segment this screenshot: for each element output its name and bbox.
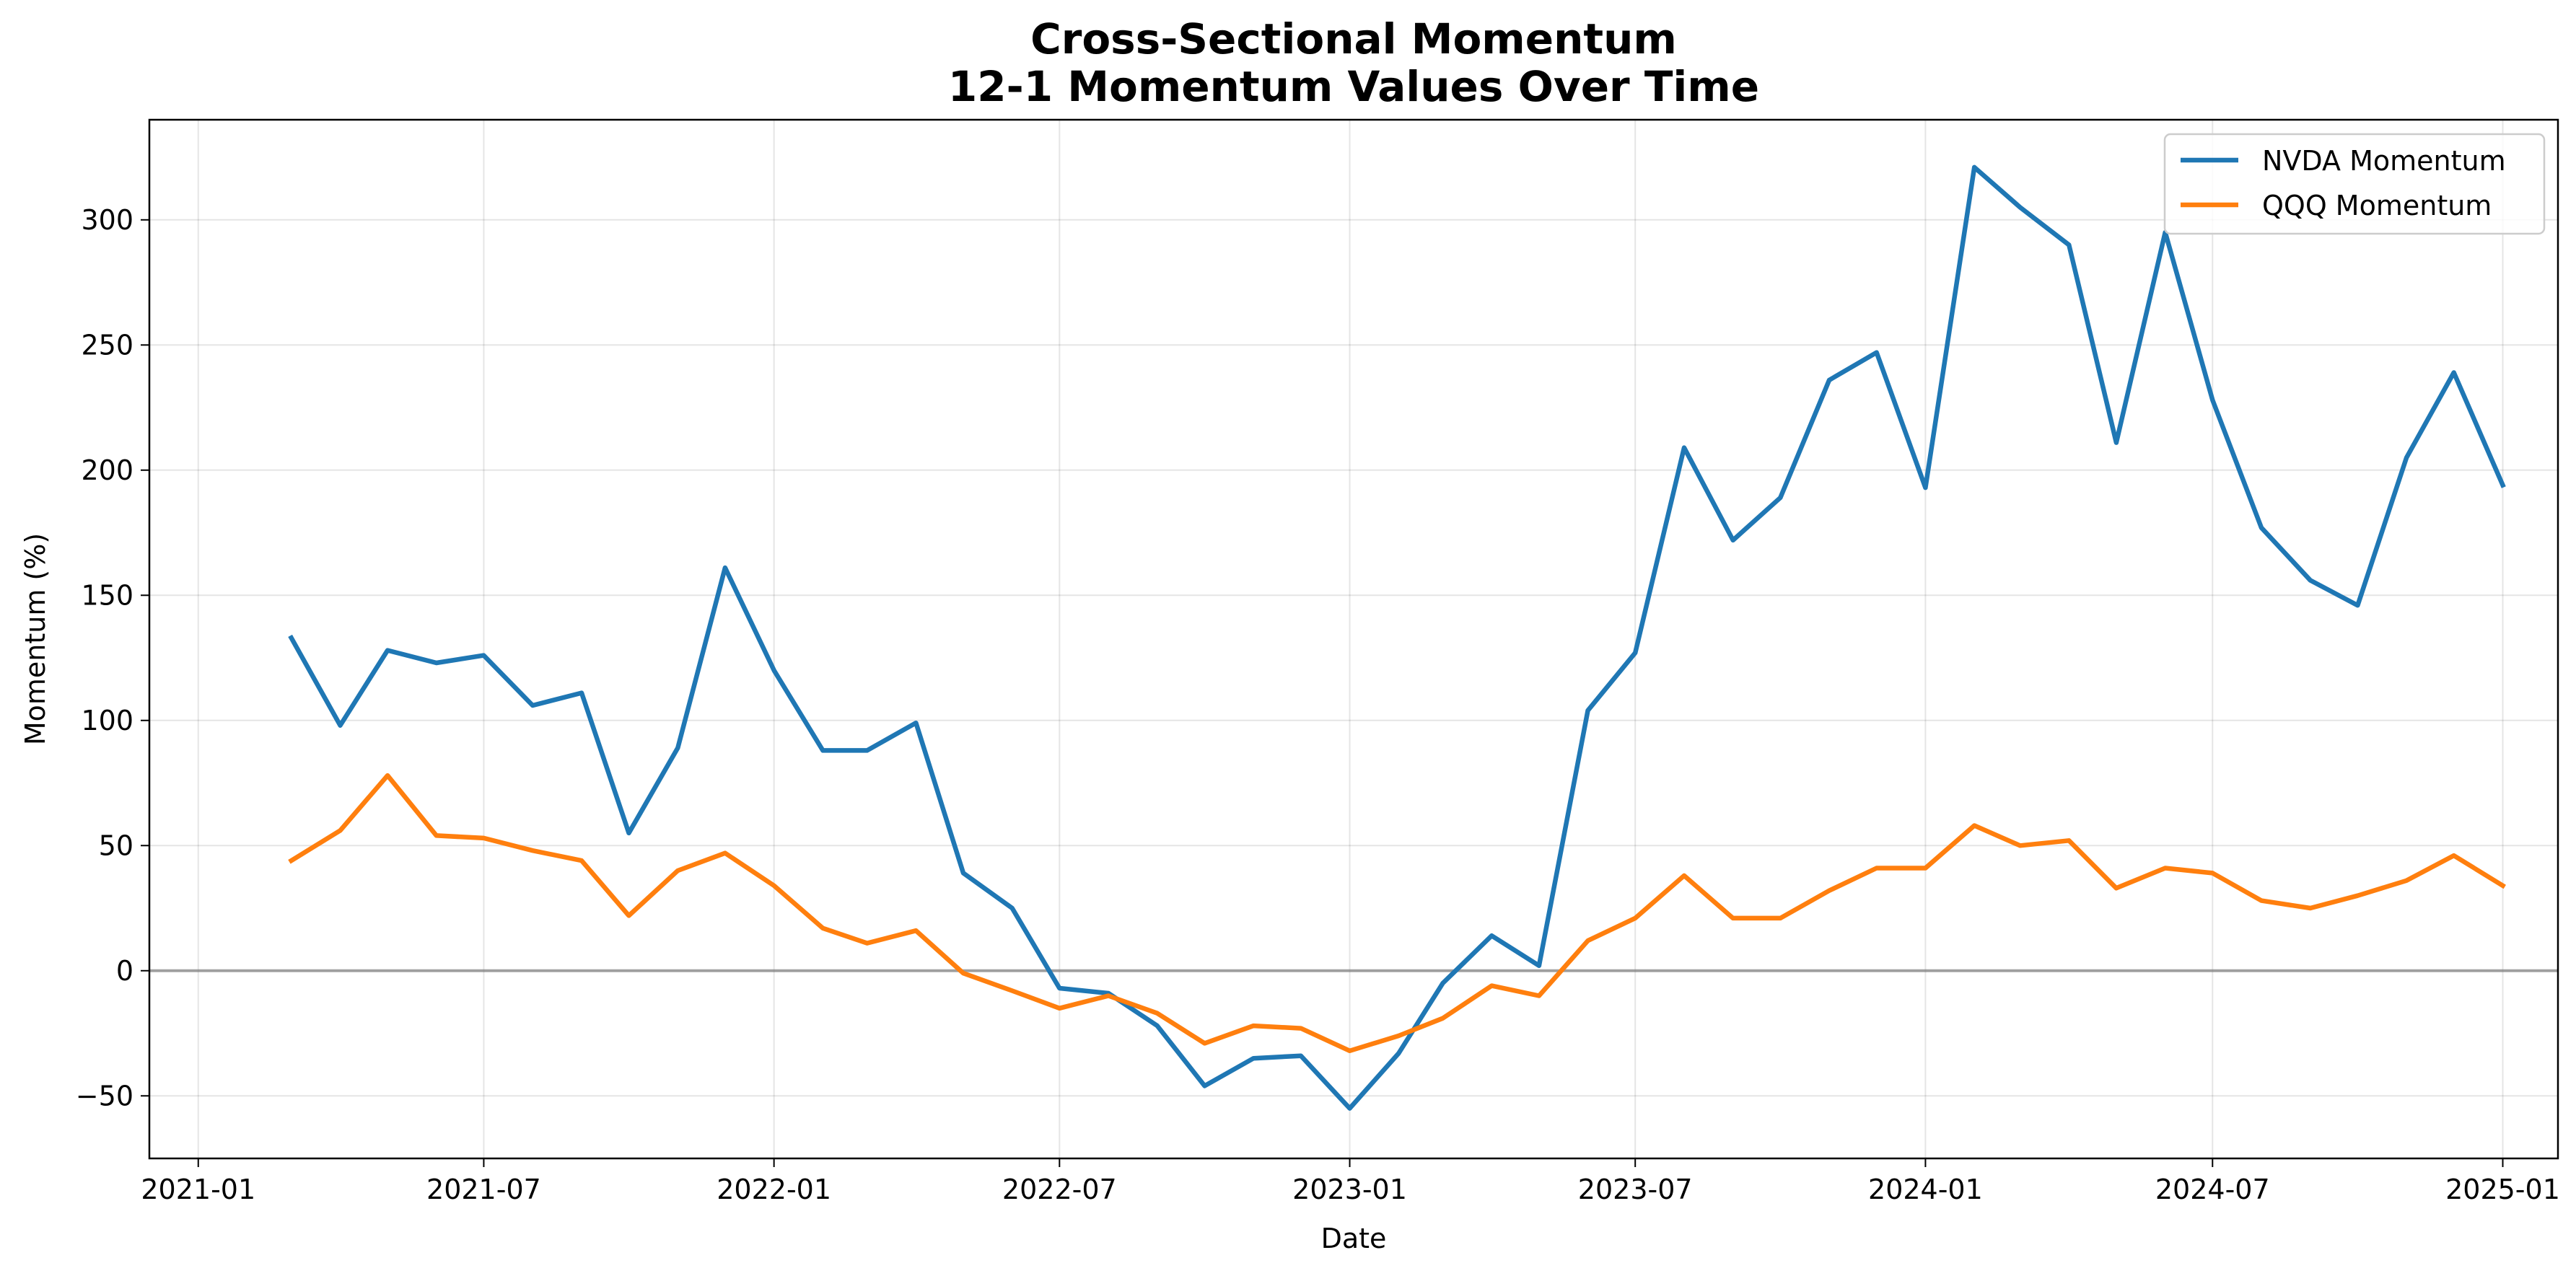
- qqq-momentum-line: [288, 773, 2506, 1054]
- x-tick-label: 2023-01: [1292, 1174, 1407, 1205]
- x-tick-label: 2024-01: [1868, 1174, 1983, 1205]
- x-tick-label: 2024-07: [2155, 1174, 2270, 1205]
- legend-label-nvda: NVDA Momentum: [2262, 145, 2506, 177]
- x-tick-label: 2021-07: [426, 1174, 541, 1205]
- chart-title: Cross-Sectional Momentum: [1030, 14, 1677, 63]
- x-axis-label: Date: [1321, 1223, 1387, 1254]
- y-tick-label: 0: [116, 955, 133, 987]
- legend-label-qqq: QQQ Momentum: [2262, 190, 2492, 221]
- y-axis-label: Momentum (%): [19, 533, 51, 745]
- y-tick-label: 100: [81, 705, 133, 736]
- plot-frame: [148, 118, 2559, 1160]
- y-tick-label: 250: [81, 329, 133, 361]
- y-tick-label: 300: [81, 204, 133, 236]
- x-tick-label: 2021-01: [141, 1174, 255, 1205]
- x-tick-label: 2025-01: [2445, 1174, 2560, 1205]
- x-tick-label: 2022-01: [717, 1174, 831, 1205]
- x-tick-label: 2023-07: [1578, 1174, 1693, 1205]
- legend-frame: [2163, 133, 2546, 235]
- chart-subtitle: 12-1 Momentum Values Over Time: [948, 62, 1759, 111]
- y-tick-label: 150: [81, 579, 133, 611]
- x-tick-label: 2022-07: [1002, 1174, 1117, 1205]
- legend: NVDA Momentum QQQ Momentum: [2163, 133, 2546, 235]
- y-tick-label: 200: [81, 454, 133, 486]
- y-tick-label: 50: [99, 830, 133, 861]
- x-axis-ticks: 2021-01 2021-07 2022-01 2022-07 2023-01 2023-…: [141, 1158, 2560, 1205]
- y-tick-label: −50: [76, 1080, 133, 1112]
- nvda-momentum-line: [288, 164, 2506, 1111]
- series-lines: [288, 164, 2506, 1111]
- y-axis-ticks: −50 0 50 100 150 200 250 300: [76, 204, 149, 1112]
